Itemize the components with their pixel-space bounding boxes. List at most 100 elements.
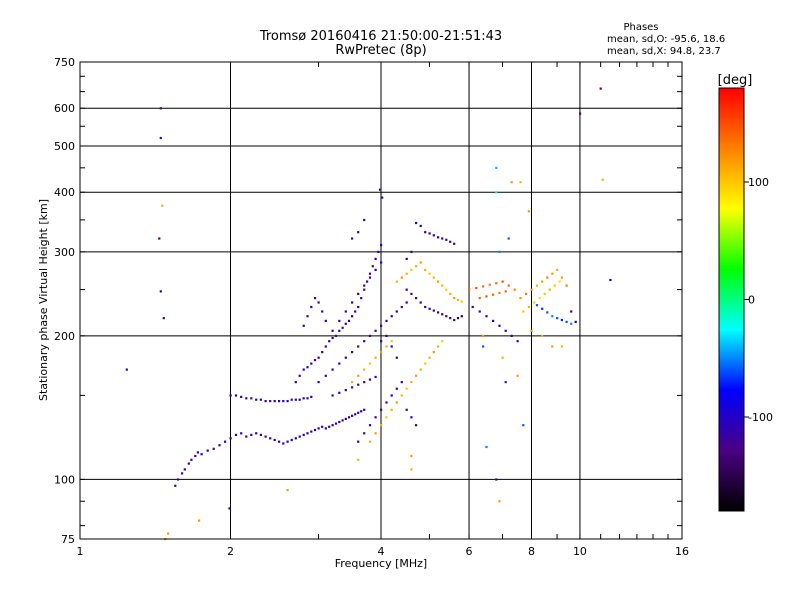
data-point — [556, 268, 559, 271]
data-point — [504, 290, 507, 293]
data-point — [538, 297, 541, 300]
y-tick-label: 200 — [54, 330, 75, 343]
data-point — [278, 400, 281, 403]
data-point — [286, 400, 289, 403]
data-point — [354, 413, 357, 416]
data-point — [317, 427, 320, 430]
x-tick-label: 10 — [573, 545, 587, 558]
data-point — [495, 282, 498, 285]
data-point — [200, 453, 203, 456]
data-point — [290, 398, 293, 401]
data-point — [390, 315, 393, 318]
data-point — [558, 280, 561, 283]
data-point — [229, 437, 232, 440]
x-tick-label: 8 — [528, 545, 535, 558]
data-point — [317, 301, 320, 304]
data-point — [405, 272, 408, 275]
data-point — [298, 435, 301, 438]
data-point — [395, 387, 398, 390]
data-point — [357, 440, 360, 443]
data-point — [338, 420, 341, 424]
data-point — [380, 408, 383, 411]
data-point — [255, 432, 258, 435]
data-point — [495, 478, 498, 481]
data-point — [498, 324, 501, 327]
data-point — [535, 284, 539, 287]
data-point — [565, 320, 568, 323]
data-point — [294, 437, 297, 440]
data-point — [453, 297, 456, 300]
data-point — [395, 401, 398, 404]
plot-frame — [79, 61, 683, 540]
data-point — [405, 301, 408, 304]
data-point — [482, 334, 485, 337]
x-tick-label: 4 — [378, 545, 385, 558]
data-point — [419, 301, 422, 304]
data-point — [282, 400, 285, 403]
data-point — [341, 326, 344, 329]
y-axis-label: Stationary phase Virtual Height [km] — [37, 199, 50, 401]
data-point — [357, 231, 360, 234]
data-point — [363, 368, 366, 371]
data-point — [405, 288, 408, 291]
data-point — [338, 319, 341, 322]
data-point — [541, 280, 544, 283]
data-point — [405, 408, 408, 411]
data-point — [363, 288, 366, 291]
data-point — [245, 435, 248, 438]
data-point — [368, 424, 372, 427]
data-point — [347, 416, 351, 419]
data-point — [294, 381, 297, 384]
data-point — [437, 280, 440, 283]
data-point — [321, 351, 324, 354]
data-point — [158, 237, 161, 240]
data-point — [313, 359, 317, 362]
data-point — [368, 272, 372, 275]
data-point — [504, 381, 507, 384]
data-point — [560, 345, 563, 348]
data-point — [519, 297, 522, 300]
data-point — [294, 398, 297, 401]
data-point — [395, 280, 398, 283]
data-point — [485, 315, 488, 318]
data-point — [482, 345, 485, 348]
data-point — [368, 440, 372, 443]
data-point — [374, 257, 377, 260]
grid-layer — [79, 61, 683, 540]
data-point — [513, 288, 516, 291]
data-point — [485, 445, 488, 449]
data-point — [290, 438, 293, 442]
data-point — [331, 424, 334, 427]
data-point — [310, 305, 313, 309]
data-point — [190, 458, 193, 461]
data-point — [410, 381, 413, 384]
data-point — [599, 87, 602, 90]
data-point — [234, 394, 238, 397]
data-point — [482, 285, 485, 288]
data-point — [374, 356, 377, 359]
data-point — [328, 425, 331, 428]
data-point — [334, 422, 338, 425]
data-point — [371, 265, 374, 268]
data-point — [302, 433, 305, 436]
data-point — [194, 454, 197, 458]
data-point — [245, 397, 248, 400]
data-point — [381, 196, 384, 199]
data-point — [453, 318, 456, 322]
data-point — [579, 112, 582, 115]
data-point — [324, 427, 327, 430]
data-point — [441, 340, 444, 343]
data-point — [551, 272, 554, 275]
colorbar-tick-label: 100 — [748, 176, 769, 189]
data-point — [498, 291, 501, 295]
data-point — [601, 178, 604, 181]
data-point — [317, 381, 320, 384]
data-point — [162, 317, 165, 320]
data-point — [360, 410, 363, 413]
y-tick-label: 600 — [54, 102, 75, 115]
data-point — [278, 440, 281, 443]
data-point — [159, 136, 162, 140]
data-point — [331, 368, 334, 371]
data-point — [378, 188, 382, 191]
data-point — [432, 276, 435, 279]
